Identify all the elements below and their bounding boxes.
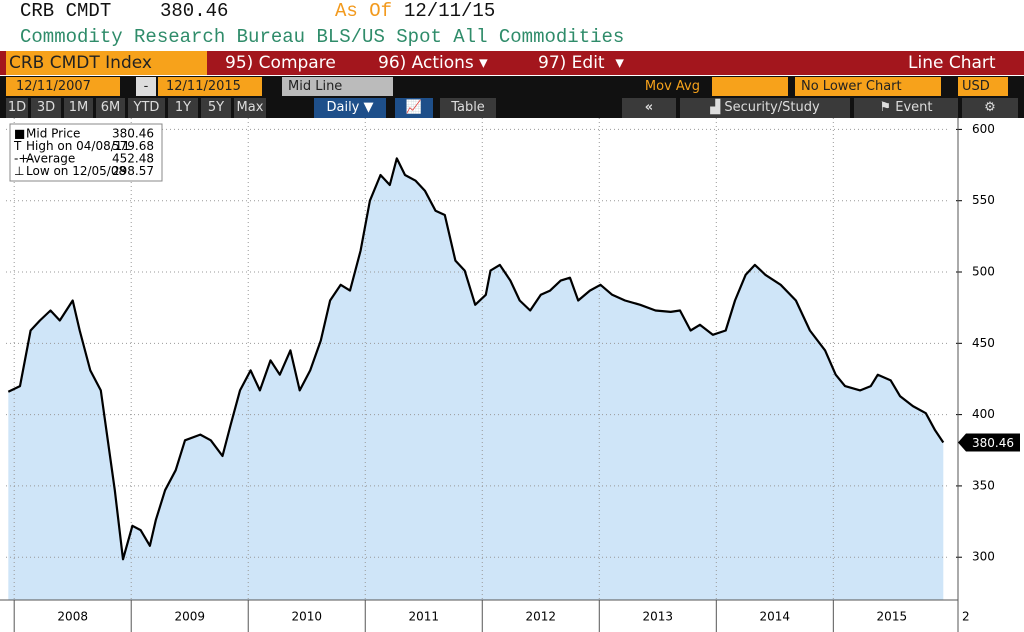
legend-value: 452.48 (112, 152, 154, 166)
chart-icon[interactable]: 📈 (395, 98, 433, 118)
frequency[interactable]: Daily ▼ (314, 98, 386, 118)
y-tick-label: 500 (972, 265, 995, 279)
security-study-button[interactable]: ▟ Security/Study (680, 98, 850, 118)
y-tick-label: 350 (972, 478, 995, 492)
line (7, 157, 945, 561)
period-button[interactable]: 5Y (201, 98, 231, 118)
chart-type: Line Chart (908, 53, 996, 73)
legend-label: Low on 12/05/08 (26, 164, 126, 178)
subtitle: Commodity Research Bureau BLS/US Spot Al… (20, 26, 625, 48)
last-value-label: 380.46 (972, 436, 1014, 450)
x-tick-label: 2011 (408, 610, 439, 624)
settings-button[interactable]: ⚙ (962, 98, 1018, 118)
period-button[interactable]: 3D (31, 98, 61, 118)
event-label: Event (895, 100, 933, 115)
security-study-label: Security/Study (724, 100, 820, 115)
actions-button[interactable]: 96) Actions ▾ (378, 53, 488, 73)
x-tick-label: 2014 (760, 610, 791, 624)
period-button[interactable]: 1M (64, 98, 93, 118)
edit-label: 97) Edit (538, 53, 605, 73)
legend-box (9, 123, 163, 182)
as-of-label: As Of (335, 0, 393, 22)
legend-value: 380.46 (112, 127, 154, 141)
period-button[interactable]: Max (234, 98, 266, 118)
legend-icon: T (13, 139, 22, 153)
security-field[interactable]: CRB CMDT Index (6, 51, 207, 75)
legend-label: High on 04/08/11 (26, 139, 130, 153)
chart: 300 350 400 450 500 550 600 2008 2009 2010 2011 201… (0, 118, 1024, 632)
actions-label: 96) Actions (378, 53, 474, 73)
legend-icon: ⊥ (14, 164, 24, 178)
x-tick-label: 2008 (57, 610, 88, 624)
y-tick-label: 400 (972, 407, 995, 421)
y-tick-label: 300 (972, 550, 995, 564)
period-button[interactable]: 1D (6, 98, 28, 118)
period-button[interactable]: YTD (128, 98, 165, 118)
legend-value: 298.57 (112, 164, 154, 178)
compare-button[interactable]: 95) Compare (225, 53, 336, 73)
legend-value: 579.68 (112, 139, 154, 153)
x-tick-label: 2 (962, 610, 970, 624)
lower-chart[interactable]: No Lower Chart (795, 77, 941, 96)
currency[interactable]: USD (958, 77, 1008, 96)
ticker: CRB CMDT (20, 0, 112, 22)
y-tick-label: 600 (972, 122, 995, 136)
edit-button[interactable]: 97) Edit ▾ (538, 53, 624, 73)
y-tick-label: 450 (972, 336, 995, 350)
legend-icon: -+- (14, 152, 33, 166)
as-of-date: 12/11/15 (404, 0, 496, 22)
line-mode[interactable]: Mid Line (282, 77, 393, 96)
legend-label: Mid Price (26, 127, 80, 141)
event-button[interactable]: ⚑ Event (854, 98, 958, 118)
end-date[interactable]: 12/11/2015 (158, 77, 262, 96)
x-tick-label: 2010 (291, 610, 322, 624)
period-button[interactable]: 1Y (168, 98, 198, 118)
period-button[interactable]: 6M (96, 98, 125, 118)
x-tick-label: 2012 (526, 610, 557, 624)
date-separator: - (136, 77, 156, 96)
x-tick-label: 2015 (877, 610, 908, 624)
start-date[interactable]: 12/11/2007 (6, 77, 120, 96)
legend-label: Average (26, 152, 75, 166)
x-tick-label: 2013 (643, 610, 674, 624)
study-field[interactable] (712, 77, 788, 96)
area (8, 158, 944, 600)
price: 380.46 (160, 0, 229, 22)
study-label: Mov Avg (400, 77, 710, 96)
table-button[interactable]: Table (440, 98, 496, 118)
legend-icon: ■ (14, 127, 25, 141)
last-value-tag (958, 433, 1020, 452)
x-tick-label: 2009 (174, 610, 205, 624)
y-tick-label: 550 (972, 193, 995, 207)
back-button[interactable]: « (622, 98, 676, 118)
